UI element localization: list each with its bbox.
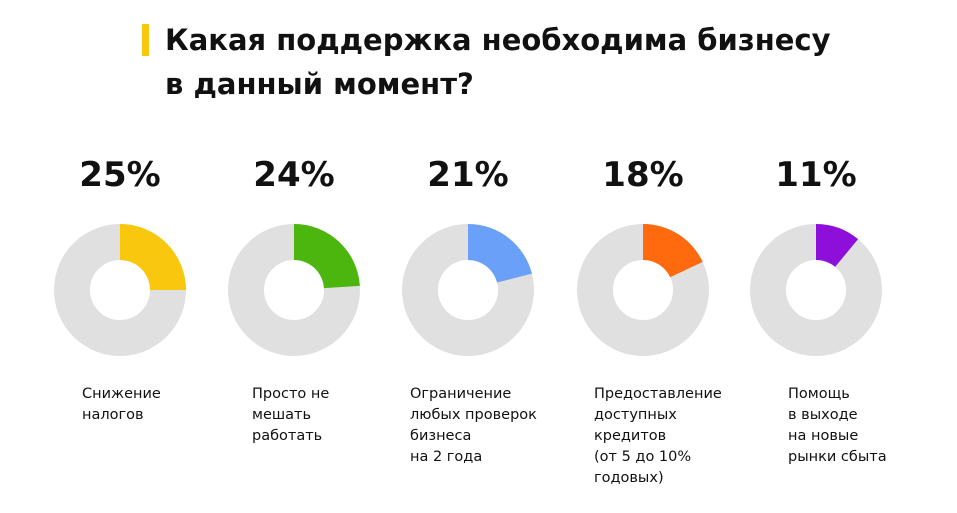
category-label: Ограничение любых проверок бизнеса на 2 …: [410, 386, 537, 465]
donut-segment: [816, 224, 859, 267]
donut-segment: [643, 224, 703, 278]
value-label: 24%: [253, 155, 335, 195]
donut-segment: [294, 224, 360, 289]
category-label: Предоставление доступных кредитов (от 5 …: [594, 386, 722, 486]
category-label: Помощь в выходе на новые рынки сбыта: [788, 386, 887, 465]
value-label: 18%: [602, 155, 684, 195]
chart-title: Какая поддержка необходима бизнесу в дан…: [165, 23, 831, 101]
value-label: 11%: [775, 155, 857, 195]
value-label: 21%: [427, 155, 509, 195]
value-label: 25%: [79, 155, 161, 195]
donut-segment: [468, 224, 532, 283]
donut-segment: [120, 224, 186, 290]
category-label: Просто не мешать работать: [252, 386, 330, 444]
category-label: Снижение налогов: [82, 386, 161, 423]
accent-bar: [142, 24, 149, 56]
